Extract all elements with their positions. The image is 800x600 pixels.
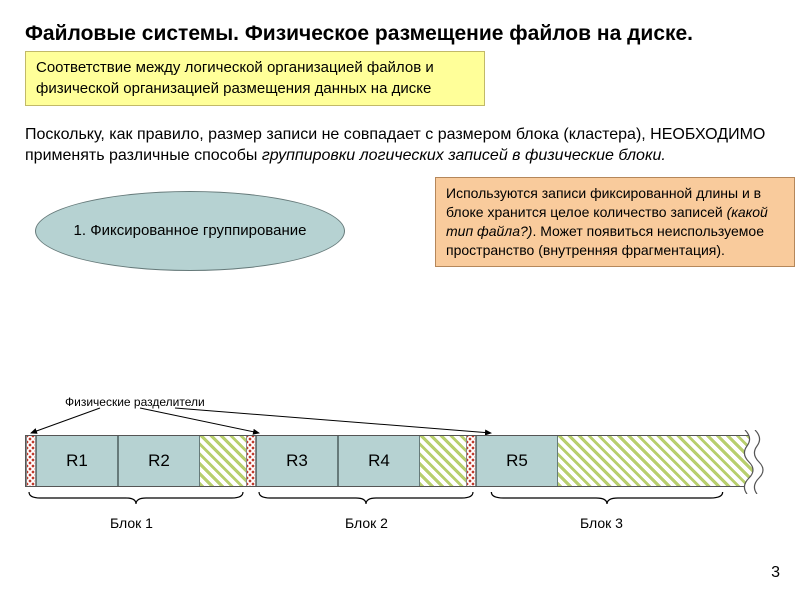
separator [26, 436, 36, 486]
definition-box: Соответствие между логической организаци… [25, 51, 485, 106]
separator [246, 436, 256, 486]
record: R4 [338, 436, 420, 486]
main-paragraph: Поскольку, как правило, размер записи не… [25, 124, 775, 167]
paragraph-italic: группировки логических записей в физичес… [262, 147, 666, 164]
page-title: Файловые системы. Физическое размещение … [25, 20, 775, 47]
brace [255, 490, 477, 506]
separator [466, 436, 476, 486]
grouping-ellipse: 1. Фиксированное группирование [35, 191, 345, 271]
record: R3 [256, 436, 338, 486]
gap [200, 436, 246, 486]
brace [25, 490, 247, 506]
record: R1 [36, 436, 118, 486]
block-label: Блок 1 [110, 515, 153, 531]
record: R5 [476, 436, 558, 486]
ellipse-text: 1. Фиксированное группирование [74, 222, 307, 239]
page-number: 3 [771, 564, 780, 582]
description-box: Используются записи фиксированной длины … [435, 177, 795, 267]
tear-mark [739, 430, 769, 494]
brace [487, 490, 727, 506]
record: R2 [118, 436, 200, 486]
block-label: Блок 2 [345, 515, 388, 531]
orange-text-1: Используются записи фиксированной длины … [446, 185, 761, 220]
block-diagram: R1 R2 R3 R4 R5 [25, 435, 765, 487]
tail-gap [558, 436, 764, 486]
block-label: Блок 3 [580, 515, 623, 531]
gap [420, 436, 466, 486]
separator-arrows [25, 405, 765, 435]
record-band: R1 R2 R3 R4 R5 [25, 435, 765, 487]
